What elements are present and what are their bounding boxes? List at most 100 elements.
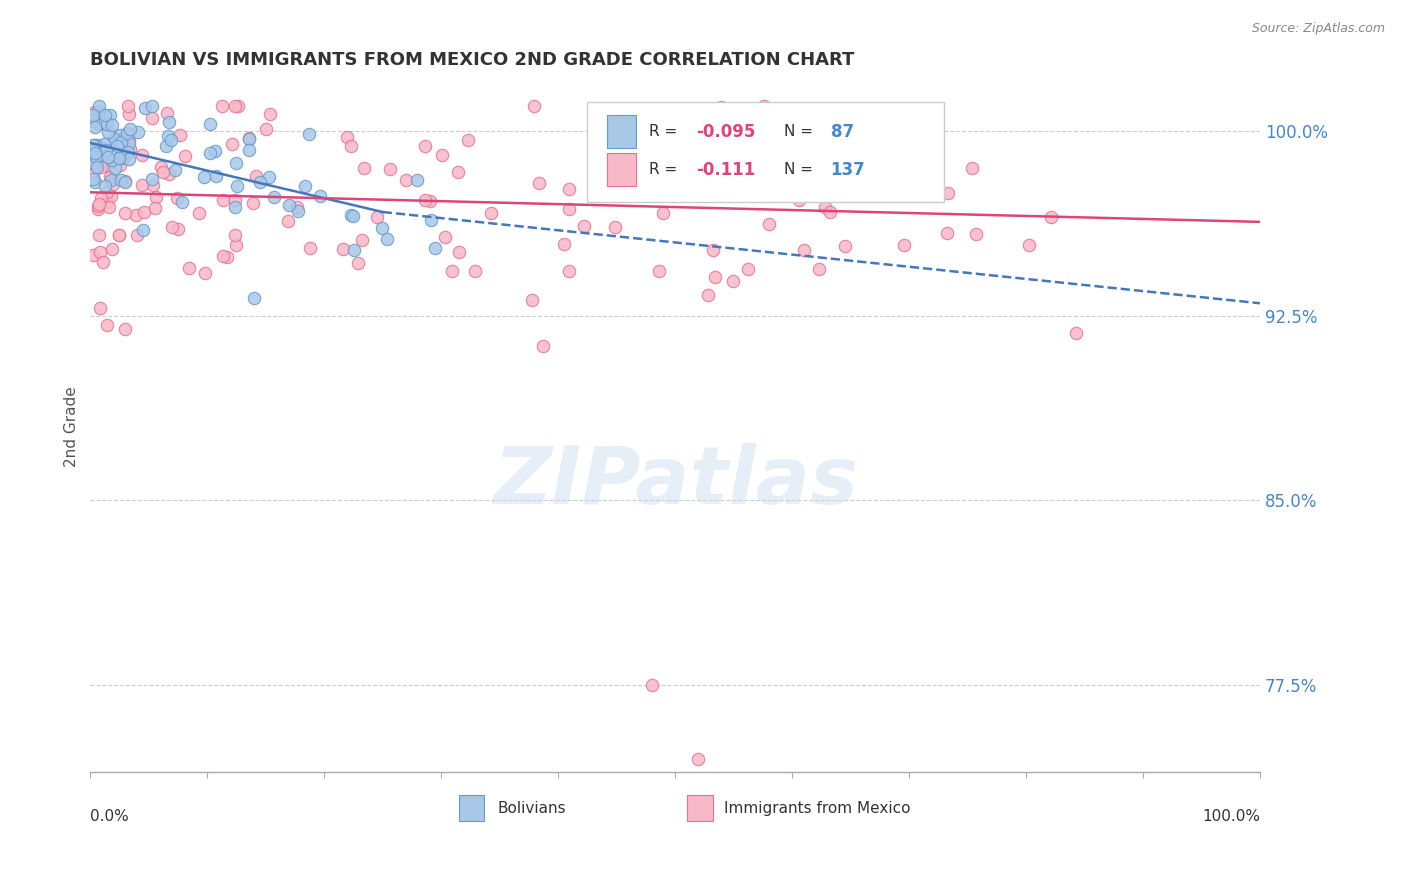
- Point: [340, 139, 363, 153]
- FancyBboxPatch shape: [686, 795, 713, 822]
- Point: [1018, 237, 1040, 252]
- Point: [108, 228, 131, 243]
- Point: [893, 237, 915, 252]
- Point: [157, 115, 180, 129]
- Point: [142, 178, 165, 192]
- Point: [553, 237, 575, 252]
- Point: [114, 175, 136, 189]
- Point: [97, 150, 120, 164]
- Point: [132, 223, 155, 237]
- Point: [820, 205, 842, 219]
- Point: [118, 142, 141, 156]
- Point: [531, 339, 554, 353]
- Point: [572, 219, 595, 234]
- Point: [103, 132, 125, 146]
- Point: [94, 143, 117, 157]
- Point: [157, 129, 180, 144]
- Point: [696, 288, 718, 302]
- Point: [118, 133, 141, 147]
- Point: [737, 261, 759, 276]
- Point: [141, 172, 163, 186]
- Point: [93, 136, 115, 151]
- Point: [624, 142, 647, 156]
- Point: [688, 752, 710, 766]
- Text: 137: 137: [831, 161, 866, 178]
- Point: [117, 99, 139, 113]
- Point: [132, 204, 155, 219]
- Point: [115, 126, 138, 140]
- Point: [866, 129, 889, 144]
- Point: [89, 139, 111, 153]
- Point: [754, 99, 776, 113]
- Point: [169, 128, 191, 143]
- Point: [193, 169, 215, 184]
- Point: [127, 125, 149, 139]
- Point: [105, 139, 128, 153]
- Point: [352, 233, 374, 247]
- Point: [217, 250, 239, 264]
- Point: [259, 107, 281, 121]
- Point: [430, 148, 453, 162]
- Point: [336, 129, 359, 144]
- Point: [342, 209, 364, 223]
- Point: [167, 222, 190, 236]
- Point: [375, 232, 398, 246]
- Text: N =: N =: [785, 162, 818, 178]
- Point: [108, 158, 131, 172]
- Point: [1040, 210, 1063, 224]
- Point: [936, 227, 959, 241]
- Point: [808, 261, 831, 276]
- Point: [110, 136, 132, 150]
- Point: [225, 237, 247, 252]
- Point: [648, 263, 671, 277]
- FancyBboxPatch shape: [588, 102, 943, 202]
- Point: [420, 212, 443, 227]
- Point: [558, 202, 581, 217]
- Point: [603, 219, 626, 234]
- Point: [238, 132, 260, 146]
- Point: [814, 200, 837, 214]
- Point: [104, 138, 127, 153]
- Point: [100, 189, 122, 203]
- Point: [758, 217, 780, 231]
- Point: [87, 99, 110, 113]
- Point: [96, 318, 118, 332]
- Point: [83, 137, 105, 152]
- Text: 0.0%: 0.0%: [90, 809, 129, 823]
- Point: [100, 153, 122, 167]
- Point: [298, 127, 321, 141]
- Point: [96, 185, 118, 199]
- Point: [299, 241, 322, 255]
- Text: BOLIVIAN VS IMMIGRANTS FROM MEXICO 2ND GRADE CORRELATION CHART: BOLIVIAN VS IMMIGRANTS FROM MEXICO 2ND G…: [90, 51, 855, 69]
- Point: [141, 99, 163, 113]
- Point: [792, 146, 814, 161]
- Point: [160, 220, 183, 235]
- Point: [394, 173, 416, 187]
- Point: [101, 177, 124, 191]
- Point: [1064, 326, 1087, 340]
- Point: [108, 150, 131, 164]
- Text: ZIPatlas: ZIPatlas: [492, 442, 858, 521]
- Point: [131, 178, 153, 192]
- Point: [89, 301, 111, 316]
- Point: [152, 165, 174, 179]
- Point: [527, 176, 550, 190]
- Text: Immigrants from Mexico: Immigrants from Mexico: [724, 801, 911, 816]
- Point: [242, 195, 264, 210]
- Point: [259, 169, 281, 184]
- Point: [165, 162, 187, 177]
- Point: [263, 190, 285, 204]
- Point: [82, 156, 104, 170]
- Point: [108, 152, 131, 166]
- Point: [194, 266, 217, 280]
- Point: [447, 245, 470, 260]
- Point: [607, 144, 630, 158]
- Point: [111, 132, 134, 146]
- Point: [224, 99, 246, 113]
- Point: [155, 139, 177, 153]
- Point: [107, 227, 129, 242]
- Point: [522, 99, 544, 113]
- Point: [104, 161, 127, 175]
- Point: [94, 178, 117, 193]
- Point: [89, 245, 111, 260]
